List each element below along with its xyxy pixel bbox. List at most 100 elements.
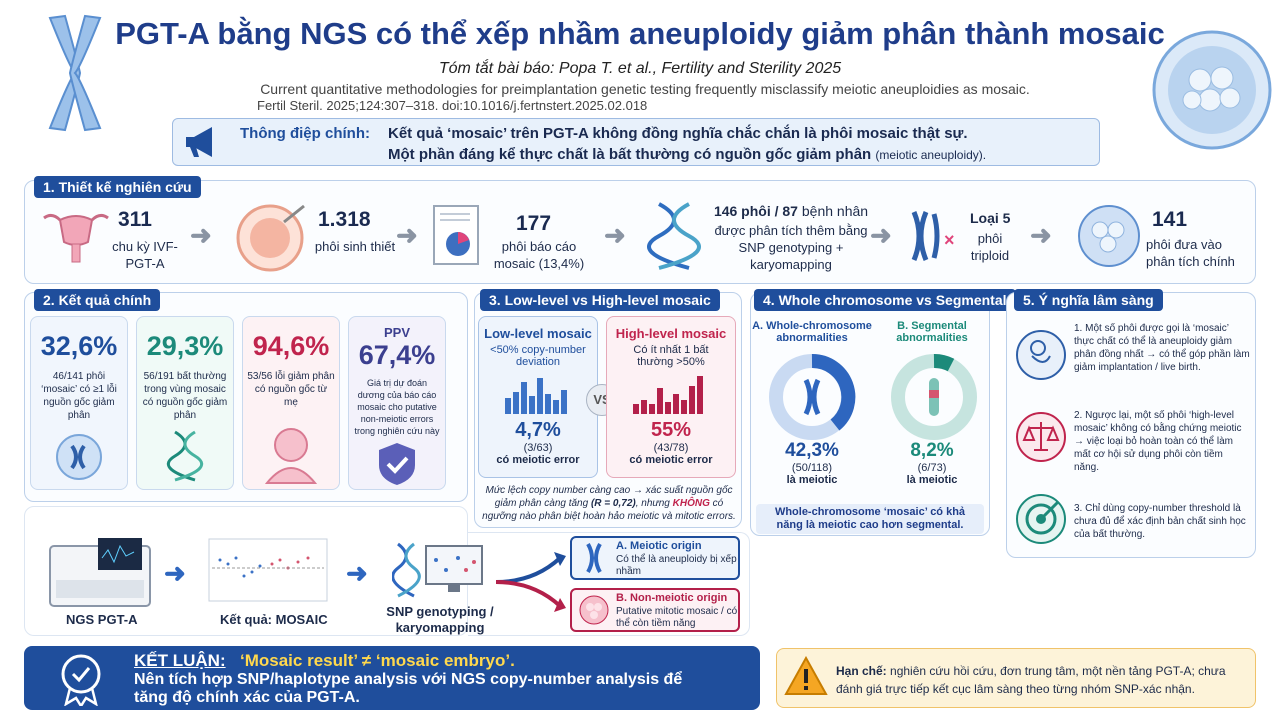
- workflow-label: NGS PGT-A: [66, 612, 138, 627]
- key-message-label: Thông điệp chính:: [240, 125, 370, 142]
- limitation-label: Hạn chế:: [836, 664, 887, 678]
- clinical-item: 1. Một số phôi được gọi là ‘mosaic’ thực…: [1074, 323, 1250, 373]
- arrow: ➜: [1030, 220, 1052, 250]
- high-level-card: High-level mosaic Có ít nhất 1 bất thườn…: [606, 316, 736, 478]
- section-heading: 2. Kết quả chính: [34, 289, 161, 311]
- copy-number-plot: [208, 538, 328, 602]
- result-value: 29,3%: [146, 331, 224, 361]
- conclusion-text: Nên tích hợp SNP/haplotype analysis với …: [134, 671, 683, 706]
- type-title: A. Whole-chromosome abnormalities: [752, 320, 872, 344]
- note-emphasis: KHÔNG: [672, 498, 710, 509]
- result-text: 56/191 bất thường trong vùng mosaic có n…: [142, 371, 228, 421]
- warning-icon: [784, 656, 828, 695]
- badge-icon: [61, 654, 101, 706]
- mini-bars: [633, 376, 703, 414]
- note-text: , nhưng: [635, 498, 670, 509]
- workflow-label: SNP genotyping / karyomapping: [386, 604, 494, 635]
- embryo-image: [1152, 30, 1272, 150]
- arrow: ➜: [164, 558, 186, 588]
- uterus-icon: [43, 213, 109, 263]
- reference: Fertil Steril. 2025;124:307–318. doi:10.…: [257, 98, 648, 113]
- step-text: phôi triploid: [970, 231, 1010, 263]
- megaphone-icon: [186, 127, 212, 157]
- low-level-card: Low-level mosaic <50% copy-number deviat…: [478, 316, 598, 478]
- step-number: 177: [516, 212, 552, 235]
- card-caption: có meiotic error: [629, 454, 713, 466]
- card-desc: Có ít nhất 1 bất thường >50%: [633, 344, 709, 368]
- title: PGT-A bằng NGS có thể xếp nhầm aneuploid…: [115, 16, 1165, 51]
- embryo-icon: [1078, 205, 1140, 267]
- chromosome-type-box: [750, 292, 990, 536]
- result-card: 29,3% 56/191 bất thường trong vùng mosai…: [136, 316, 234, 490]
- dna-icon: [647, 202, 701, 270]
- conclusion-label: KẾT LUẬN:: [134, 651, 226, 670]
- segmental-donut: [891, 354, 977, 440]
- report-icon: [433, 205, 479, 265]
- conclusion-headline: ‘Mosaic result’ ≠ ‘mosaic embryo’.: [240, 651, 515, 670]
- card-value: 55%: [650, 419, 692, 441]
- cell-icon: [56, 434, 102, 480]
- key-message-box: [172, 118, 1100, 166]
- sequencer-icon: [49, 538, 151, 607]
- outcome-text: Có thể là aneuploidy bị xếp nhầm: [616, 554, 737, 577]
- note-text: Mức lệch copy number càng cao → xác suất…: [485, 485, 733, 509]
- result-value: 67,4%: [358, 340, 436, 370]
- result-card: PPV 67,4% Giá trị dự đoán dương của báo …: [348, 316, 446, 490]
- card-title: Low-level mosaic: [484, 326, 592, 341]
- target-icon: [1016, 494, 1066, 544]
- limitation-box: [776, 648, 1256, 708]
- section-heading: 5. Ý nghĩa lâm sàng: [1014, 289, 1163, 311]
- step-text: được phân tích thêm bằng SNP genotyping …: [714, 223, 868, 272]
- workflow-label: Kết quả: MOSAIC: [220, 612, 328, 627]
- result-card: 32,6% 46/141 phôi ‘mosaic’ có ≥1 lỗi ngu…: [30, 316, 128, 490]
- svg-text:×: ×: [944, 230, 955, 250]
- key-message-line: Một phần đáng kể thực chất là bất thường…: [388, 146, 986, 163]
- type-stats: 8,2% (6/73) là meiotic: [874, 440, 990, 486]
- conclusion-box: [24, 646, 760, 710]
- step-number-value: 146 phôi / 87: [713, 203, 798, 219]
- mosaic-level-note: Mức lệch copy number càng cao → xác suất…: [482, 484, 736, 523]
- key-message-text: Một phần đáng kể thực chất là bất thường…: [388, 146, 872, 163]
- embryo-icon: [579, 595, 609, 625]
- step-text: phôi báo cáo mosaic (13,4%): [493, 239, 585, 271]
- section-heading: 4. Whole chromosome vs Segmental: [754, 289, 1016, 311]
- card-caption: có meiotic error: [496, 454, 580, 466]
- excluded-chromosome-icon: ×: [911, 211, 955, 261]
- step-text: phôi đưa vào phân tích chính: [1146, 237, 1235, 269]
- section-heading: 3. Low-level vs High-level mosaic: [480, 289, 720, 311]
- type-caption: là meiotic: [786, 474, 838, 486]
- arrow: ➜: [870, 220, 892, 250]
- arrow: ➜: [396, 220, 418, 250]
- step-number: Loại 5: [970, 210, 1011, 226]
- type-count: (50/118): [791, 462, 833, 474]
- outcome-title: A. Meiotic origin: [616, 540, 702, 552]
- dna-icon: [166, 430, 204, 482]
- type-caption: là meiotic: [906, 474, 958, 486]
- scale-icon: [1016, 412, 1066, 462]
- outcome-title: B. Non-meiotic origin: [616, 592, 728, 604]
- fetus-icon: [1016, 330, 1066, 380]
- arrow: ➜: [190, 220, 212, 250]
- arrow: ➜: [604, 220, 626, 250]
- step-number: 146 phôi / 87 bệnh nhân: [706, 203, 876, 219]
- mini-bars: [505, 378, 567, 414]
- card-value: 4,7%: [515, 419, 561, 441]
- card-title: High-level mosaic: [615, 326, 727, 341]
- result-text: 46/141 phôi ‘mosaic’ có ≥1 lỗi nguồn gốc…: [41, 371, 117, 421]
- citation: Tóm tắt bài báo: Popa T. et al., Fertili…: [438, 60, 842, 77]
- step-number: 1.318: [318, 208, 371, 231]
- study-design-box: [24, 180, 1256, 284]
- english-title: Current quantitative methodologies for p…: [260, 81, 1030, 97]
- step-text: phôi sinh thiết: [314, 239, 396, 254]
- type-value: 8,2%: [910, 440, 954, 461]
- branch-arrows: [495, 552, 566, 612]
- result-text: Giá trị dự đoán dương của báo cáo mosaic…: [354, 378, 440, 436]
- result-value: 32,6%: [40, 331, 118, 361]
- limitation-text: Hạn chế: nghiên cứu hồi cứu, đơn trung t…: [836, 662, 1246, 698]
- arrow: ➜: [346, 558, 368, 588]
- note-stat: (R = 0,72): [590, 498, 636, 509]
- key-message-suffix: (meiotic aneuploidy).: [875, 148, 987, 162]
- section-heading: 1. Thiết kế nghiên cứu: [34, 176, 201, 198]
- snp-icon: [392, 542, 483, 598]
